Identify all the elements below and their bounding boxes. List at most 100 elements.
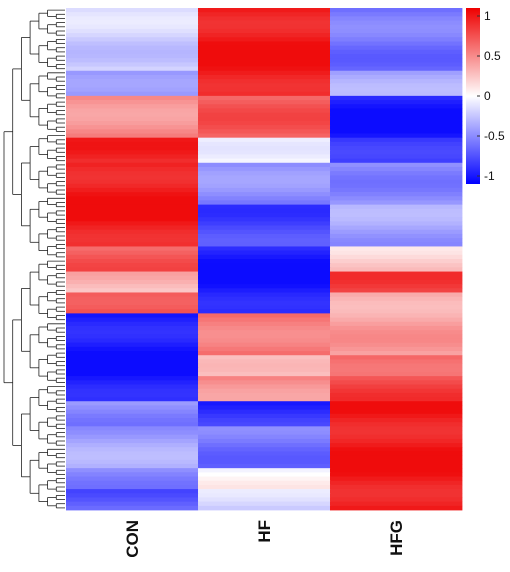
- colorbar-tick-label: 1: [484, 9, 491, 23]
- heatmap-cell: [330, 417, 463, 423]
- heatmap-cell: [66, 325, 199, 331]
- heatmap-cell: [66, 463, 199, 469]
- heatmap-cell: [330, 179, 463, 185]
- heatmap-cell: [66, 221, 199, 226]
- heatmap-cell: [198, 112, 331, 118]
- heatmap-cell: [198, 238, 331, 243]
- heatmap-cell: [66, 363, 199, 369]
- heatmap-cell: [330, 41, 463, 47]
- heatmap-cell: [330, 24, 463, 30]
- heatmap-cell: [198, 409, 331, 415]
- heatmap-cell: [330, 175, 463, 180]
- heatmap-cell: [66, 263, 199, 268]
- heatmap-cell: [330, 74, 463, 80]
- heatmap-cell: [66, 171, 199, 176]
- heatmap-cell: [198, 376, 331, 381]
- heatmap-cell: [198, 367, 331, 373]
- heatmap-cell: [330, 166, 463, 172]
- heatmap-cell: [66, 250, 199, 256]
- heatmap-cell: [66, 484, 199, 490]
- heatmap-cell: [198, 192, 331, 197]
- heatmap-cell: [330, 468, 463, 473]
- heatmap-cell: [330, 100, 463, 105]
- heatmap-cell: [330, 397, 463, 402]
- heatmap-cell: [198, 166, 331, 172]
- heatmap-cell: [198, 204, 331, 210]
- heatmap-cell: [330, 376, 463, 381]
- heatmap-cell: [198, 28, 331, 34]
- heatmap-cell: [66, 321, 199, 327]
- heatmap-cell: [330, 66, 463, 72]
- heatmap-cell: [198, 426, 331, 431]
- heatmap-cell: [66, 20, 199, 26]
- heatmap-cell: [198, 158, 331, 164]
- heatmap-cell: [198, 49, 331, 55]
- heatmap-cell: [198, 476, 331, 482]
- heatmap-cell: [66, 501, 199, 507]
- heatmap-cell: [66, 83, 199, 88]
- heatmap-cell: [66, 472, 199, 477]
- colorbar: [466, 8, 480, 184]
- heatmap-cell: [330, 321, 463, 327]
- heatmap-cell: [330, 104, 463, 109]
- heatmap-cell: [66, 12, 199, 17]
- heatmap-cell: [330, 141, 463, 147]
- heatmap-cell: [330, 426, 463, 431]
- column-label-hfg: HFG: [387, 520, 406, 556]
- heatmap-cell: [198, 74, 331, 80]
- heatmap-cell: [330, 472, 463, 477]
- heatmap-cell: [330, 150, 463, 155]
- heatmap-cell: [198, 175, 331, 180]
- heatmap-cell: [66, 305, 199, 310]
- heatmap-cell: [66, 401, 199, 406]
- colorbar-tick-label: 0.5: [484, 49, 501, 63]
- heatmap-cell: [66, 137, 199, 143]
- heatmap-cell: [66, 296, 199, 302]
- heatmap-cell: [198, 171, 331, 176]
- heatmap-cell: [66, 154, 199, 159]
- heatmap-cell: [330, 434, 463, 440]
- heatmap-cell: [66, 125, 199, 130]
- heatmap-cell: [66, 192, 199, 197]
- heatmap-cell: [66, 158, 199, 164]
- heatmap-cell: [66, 208, 199, 214]
- heatmap-cell: [66, 28, 199, 34]
- heatmap-cell: [330, 409, 463, 415]
- heatmap-cell: [66, 8, 199, 13]
- heatmap-cell: [330, 12, 463, 17]
- heatmap-cell: [198, 405, 331, 410]
- heatmap-cell: [198, 422, 331, 427]
- heatmap-cell: [330, 367, 463, 373]
- heatmap-cell: [66, 54, 199, 59]
- heatmap-cell: [330, 459, 463, 465]
- heatmap-cell: [198, 271, 331, 277]
- heatmap-cell: [66, 166, 199, 172]
- heatmap-cell: [330, 359, 463, 364]
- heatmap-cell: [66, 233, 199, 239]
- heatmap-cell: [198, 229, 331, 235]
- heatmap-cell: [330, 447, 463, 452]
- heatmap-cell: [330, 325, 463, 331]
- heatmap-cell: [330, 355, 463, 360]
- heatmap-cell: [198, 242, 331, 247]
- heatmap-cell: [330, 62, 463, 67]
- heatmap-cell: [66, 438, 199, 444]
- heatmap-cell: [66, 380, 199, 385]
- heatmap-cell: [330, 371, 463, 377]
- heatmap-cell: [198, 371, 331, 377]
- heatmap-cell: [198, 292, 331, 298]
- heatmap-cell: [330, 129, 463, 134]
- heatmap-cell: [198, 154, 331, 159]
- heatmap-cell: [330, 125, 463, 130]
- heatmap-cell: [198, 472, 331, 477]
- heatmap-cell: [66, 430, 199, 436]
- heatmap-cell: [66, 405, 199, 410]
- colorbar-tick-label: -0.5: [484, 129, 505, 143]
- heatmap-cell: [198, 288, 331, 293]
- colorbar-tick-label: 0: [484, 89, 491, 103]
- heatmap-cell: [330, 91, 463, 97]
- heatmap-cell: [198, 254, 331, 260]
- heatmap-cell: [198, 463, 331, 469]
- heatmap-cell: [330, 233, 463, 239]
- heatmap-cell: [330, 112, 463, 118]
